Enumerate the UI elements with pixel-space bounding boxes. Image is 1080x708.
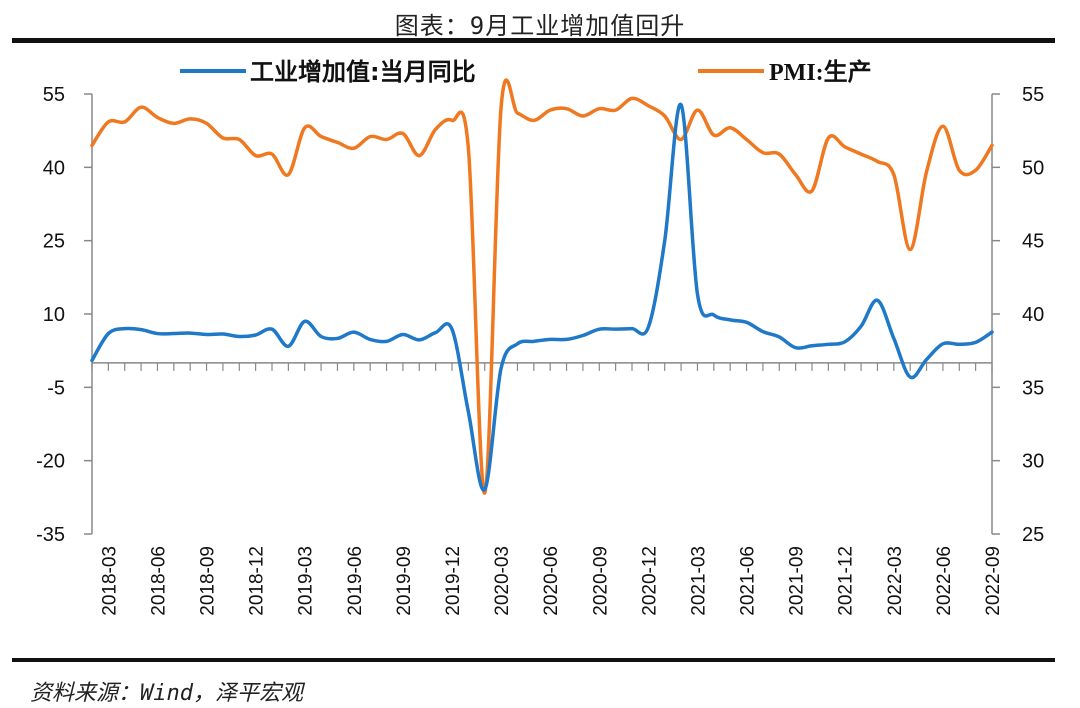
left-y-tick-label: -20 bbox=[36, 451, 65, 473]
x-tick-label: 2019-09 bbox=[394, 546, 415, 616]
x-tick-label: 2020-03 bbox=[492, 546, 513, 616]
chart-ticks: 55 40 25 10 -5 -20 -35 55 50 45 40 35 30 25 2018-03 201… bbox=[36, 84, 1044, 616]
left-y-tick-label: 25 bbox=[43, 231, 65, 253]
chart-legend: 工业增加值:当月同比 PMI:生产 bbox=[180, 58, 872, 86]
legend-label-industrial-output: 工业增加值:当月同比 bbox=[250, 58, 476, 86]
x-tick-label: 2020-09 bbox=[590, 546, 611, 616]
chart-title: 图表：9月工业增加值回升 bbox=[394, 12, 686, 40]
x-tick-label: 2021-09 bbox=[787, 546, 808, 616]
x-tick-label: 2020-12 bbox=[639, 546, 660, 616]
left-y-tick-label: -35 bbox=[36, 524, 65, 546]
top-rule bbox=[12, 38, 1055, 43]
x-tick-label: 2019-12 bbox=[443, 546, 464, 616]
right-y-tick-label: 55 bbox=[1022, 84, 1044, 106]
chart-lines bbox=[90, 78, 994, 495]
chart-axes bbox=[91, 94, 993, 534]
left-y-tick-label: 55 bbox=[43, 84, 65, 106]
bottom-rule bbox=[12, 658, 1055, 662]
x-tick-label: 2018-03 bbox=[99, 546, 120, 616]
x-tick-label: 2021-12 bbox=[836, 546, 857, 616]
x-tick-label: 2019-06 bbox=[345, 546, 366, 616]
right-y-tick-label: 30 bbox=[1022, 451, 1044, 473]
left-y-tick-label: -5 bbox=[47, 377, 65, 399]
x-tick-label: 2020-06 bbox=[541, 546, 562, 616]
right-y-tick-label: 25 bbox=[1022, 524, 1044, 546]
left-y-tick-label: 40 bbox=[43, 157, 65, 179]
x-tick-label: 2021-06 bbox=[738, 546, 759, 616]
x-tick-label: 2022-03 bbox=[885, 546, 906, 616]
x-tick-label: 2022-06 bbox=[934, 546, 955, 616]
x-tick-label: 2018-09 bbox=[198, 546, 219, 616]
x-tick-label: 2022-09 bbox=[983, 546, 1004, 616]
right-y-tick-label: 35 bbox=[1022, 377, 1044, 399]
right-y-tick-label: 45 bbox=[1022, 231, 1044, 253]
right-y-tick-label: 50 bbox=[1022, 157, 1044, 179]
x-tick-label: 2018-12 bbox=[247, 546, 268, 616]
x-tick-label: 2018-06 bbox=[148, 546, 169, 616]
legend-label-pmi-production: PMI:生产 bbox=[769, 58, 872, 86]
industrial-output-yoy-line bbox=[90, 102, 994, 492]
pmi-production-line bbox=[90, 78, 994, 495]
source-note: 资料来源：Wind，泽平宏观 bbox=[30, 681, 303, 706]
x-tick-label: 2021-03 bbox=[688, 546, 709, 616]
x-tick-label: 2019-03 bbox=[296, 546, 317, 616]
right-y-tick-label: 40 bbox=[1022, 304, 1044, 326]
left-y-tick-label: 10 bbox=[43, 304, 65, 326]
